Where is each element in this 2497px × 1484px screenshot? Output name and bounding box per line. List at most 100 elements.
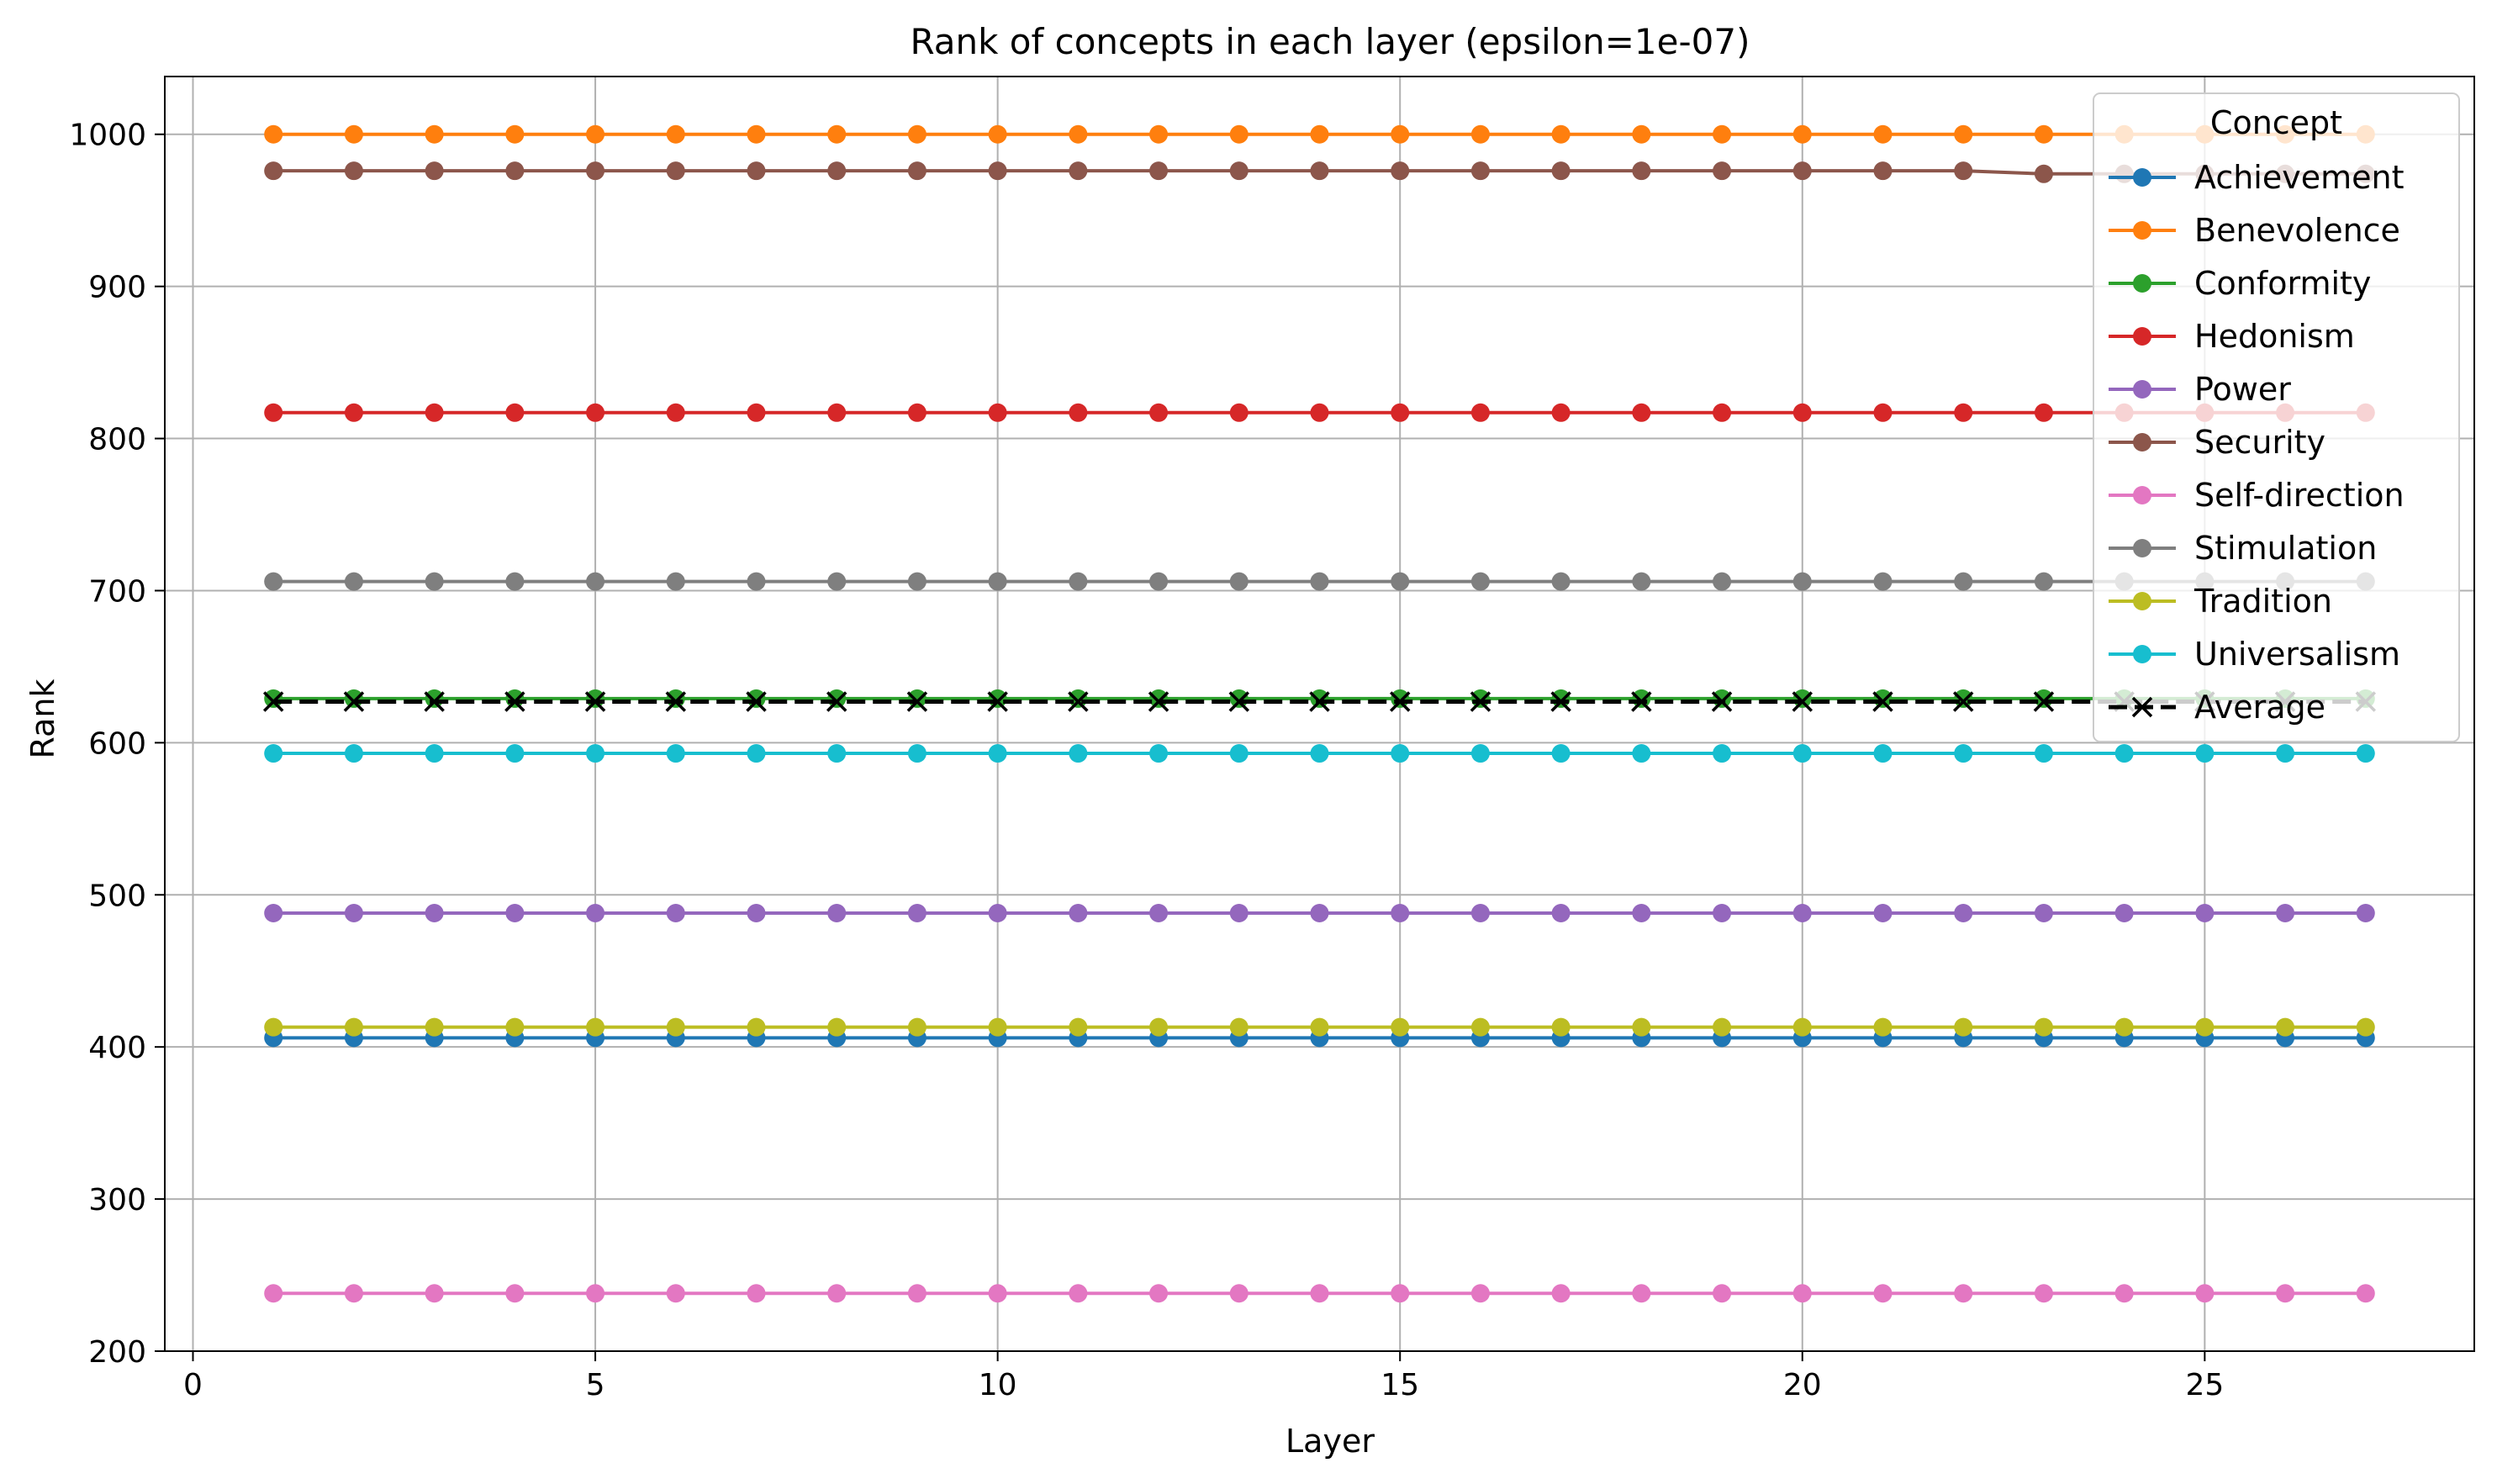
tradition-point [344, 1017, 363, 1037]
conformity-point [747, 689, 766, 708]
self-direction-point [425, 1284, 444, 1303]
tradition-point [2276, 1017, 2295, 1037]
self-direction-point [586, 1284, 605, 1303]
y-axis-label: Rank [24, 679, 61, 759]
power-point [1069, 903, 1088, 922]
y-tick-label: 300 [88, 1183, 146, 1217]
tradition-point [988, 1017, 1007, 1037]
legend-item-tradition: Tradition [2109, 583, 2332, 620]
universalism-point [1310, 744, 1329, 763]
self-direction-point [1954, 1284, 1973, 1303]
stimulation-point [747, 572, 766, 591]
universalism-point [2276, 744, 2295, 763]
average-point [424, 691, 445, 712]
universalism-point [747, 744, 766, 763]
security-point [425, 161, 444, 181]
universalism-point [2114, 744, 2134, 763]
conformity-point [988, 689, 1007, 708]
power-point [1310, 903, 1329, 922]
self-direction-point [1873, 1284, 1893, 1303]
benevolence-point [1149, 124, 1169, 144]
tradition-point [1310, 1017, 1329, 1037]
universalism-point [1792, 744, 1812, 763]
benevolence-point [747, 124, 766, 144]
hedonism-point [264, 403, 283, 422]
self-direction-point [988, 1284, 1007, 1303]
benevolence-point [1069, 124, 1088, 144]
benevolence-point [1470, 124, 1490, 144]
universalism-point [2195, 744, 2215, 763]
tradition-point [1391, 1017, 1410, 1037]
hedonism-point [1229, 403, 1248, 422]
legend-label: Average [2194, 689, 2325, 726]
legend-label: Security [2194, 424, 2325, 461]
stimulation-point [2034, 572, 2053, 591]
universalism-point [1149, 744, 1169, 763]
y-tick-label: 600 [88, 726, 146, 761]
self-direction-point [2356, 1284, 2375, 1303]
average-point [1389, 691, 1411, 712]
legend-label: Universalism [2194, 636, 2400, 673]
conformity-point [1310, 689, 1329, 708]
x-tick-label: 5 [586, 1368, 605, 1402]
self-direction-point [1069, 1284, 1088, 1303]
x-tick-label: 10 [979, 1368, 1017, 1402]
stimulation-point [1792, 572, 1812, 591]
legend-label: Hedonism [2194, 318, 2355, 355]
average-point [1309, 691, 1330, 712]
hedonism-point [505, 403, 525, 422]
average-point [906, 691, 928, 712]
x-tick-label: 0 [183, 1368, 203, 1402]
security-point [1391, 161, 1410, 181]
power-point [907, 903, 926, 922]
security-point [2034, 164, 2053, 183]
benevolence-point [1792, 124, 1812, 144]
conformity-point [1632, 689, 1651, 708]
legend-label: Tradition [2193, 583, 2332, 620]
tradition-point [1069, 1017, 1088, 1037]
conformity-point [1069, 689, 1088, 708]
tradition-point [1792, 1017, 1812, 1037]
legend-conformity-point [2133, 274, 2151, 293]
y-tick-label: 900 [88, 271, 146, 305]
tradition-point [2195, 1017, 2215, 1037]
legend-label: Benevolence [2194, 212, 2400, 249]
self-direction-point [1470, 1284, 1490, 1303]
self-direction-point [1391, 1284, 1410, 1303]
conformity-point [425, 689, 444, 708]
conformity-point [344, 689, 363, 708]
power-point [2195, 903, 2215, 922]
stimulation-point [425, 572, 444, 591]
average-point [746, 691, 767, 712]
legend: Concept Achievement Benevolence Conformity H… [2093, 92, 2460, 742]
benevolence-point [425, 124, 444, 144]
legend-item-universalism: Universalism [2109, 636, 2400, 673]
y-tick-label: 800 [88, 423, 146, 457]
hedonism-point [1632, 403, 1651, 422]
average-point [1068, 691, 1089, 712]
security-point [1310, 161, 1329, 181]
self-direction-point [1632, 1284, 1651, 1303]
stimulation-point [907, 572, 926, 591]
average-point [1711, 691, 1733, 712]
stimulation-point [827, 572, 847, 591]
hedonism-point [425, 403, 444, 422]
conformity-point [1792, 689, 1812, 708]
self-direction-point [2276, 1284, 2295, 1303]
conformity-point [1149, 689, 1169, 708]
universalism-point [2034, 744, 2053, 763]
y-tick-label: 1000 [69, 119, 146, 153]
benevolence-point [586, 124, 605, 144]
power-point [1551, 903, 1571, 922]
conformity-point [1391, 689, 1410, 708]
power-point [988, 903, 1007, 922]
legend-hedonism-point [2133, 327, 2151, 346]
self-direction-point [907, 1284, 926, 1303]
benevolence-point [988, 124, 1007, 144]
tradition-point [586, 1017, 605, 1037]
universalism-point [1954, 744, 1973, 763]
stimulation-point [1954, 572, 1973, 591]
legend-achievement-point [2133, 168, 2151, 187]
hedonism-point [1551, 403, 1571, 422]
power-point [1229, 903, 1248, 922]
